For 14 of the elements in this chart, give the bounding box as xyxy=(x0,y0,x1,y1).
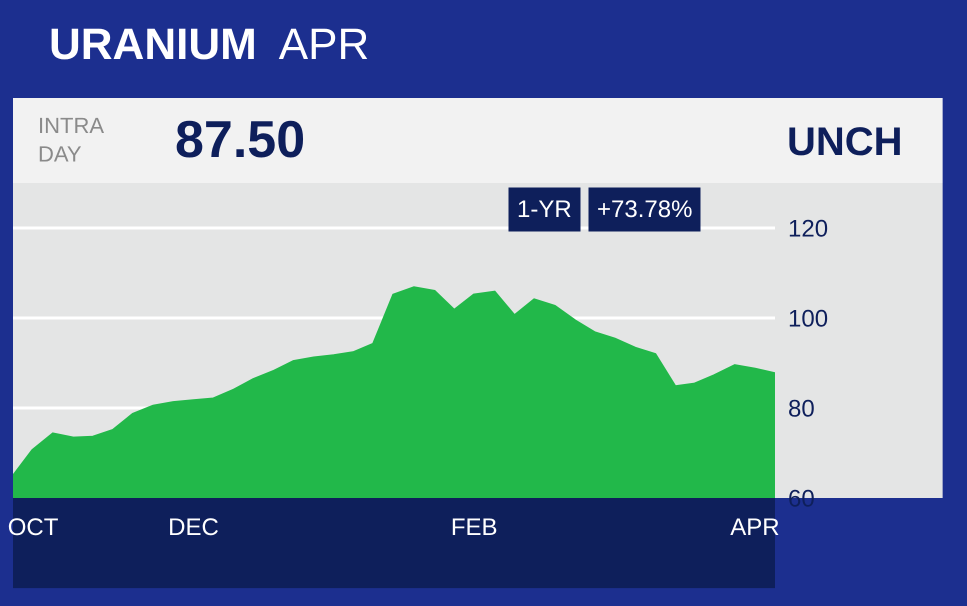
annotation: +73.78% xyxy=(597,196,692,223)
annotation: 1-YR xyxy=(517,196,572,223)
y-tick-label: 120 xyxy=(788,215,828,242)
x-tick-label: OCT xyxy=(8,514,59,541)
text: INTRA DAY xyxy=(38,113,104,167)
x-tick-label: DEC xyxy=(168,514,219,541)
y-tick-label: 100 xyxy=(788,305,828,332)
x-tick-label: APR xyxy=(730,514,780,541)
text: UNCH xyxy=(787,120,903,164)
chart-title: URANIUM xyxy=(49,20,257,69)
y-tick-label: 80 xyxy=(788,395,815,422)
text: 87.50 xyxy=(175,111,306,169)
chart-subtitle: APR xyxy=(278,20,370,69)
x-tick-label: FEB xyxy=(450,514,498,541)
